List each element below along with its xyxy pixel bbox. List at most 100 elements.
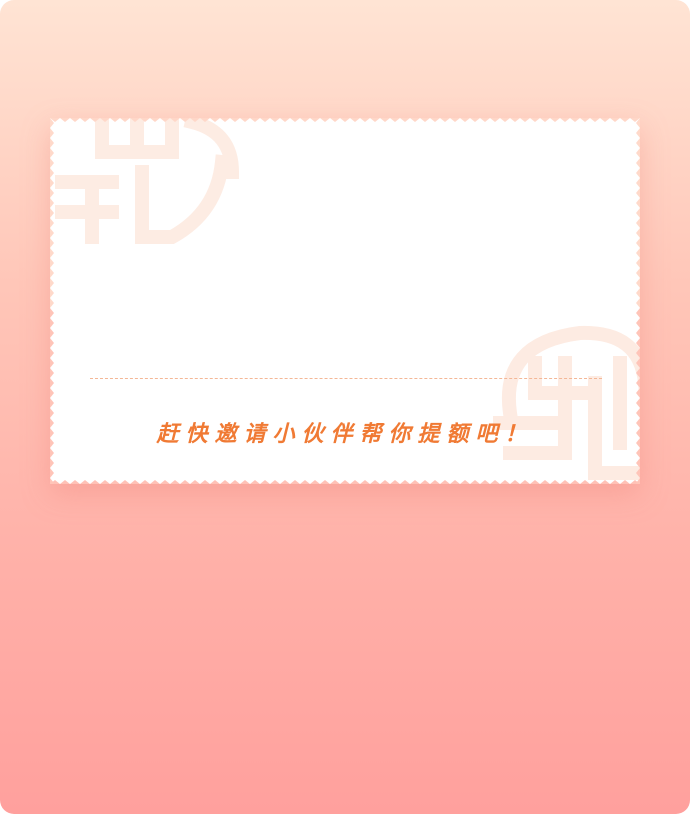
zigzag-tooth-left (50, 198, 54, 208)
zigzag-tooth-right (636, 168, 640, 178)
zigzag-tooth-bottom (280, 480, 290, 484)
zigzag-tooth-right (636, 148, 640, 158)
zigzag-tooth-top (360, 118, 370, 122)
zigzag-tooth-bottom (500, 480, 510, 484)
zigzag-tooth-bottom (550, 480, 560, 484)
zigzag-tooth-bottom (360, 480, 370, 484)
zigzag-tooth-left (50, 438, 54, 448)
zigzag-tooth-right (636, 368, 640, 378)
zigzag-tooth-bottom (310, 480, 320, 484)
zigzag-tooth-left (50, 418, 54, 428)
zigzag-tooth-right (636, 288, 640, 298)
zigzag-tooth-bottom (220, 480, 230, 484)
zigzag-tooth-bottom (370, 480, 380, 484)
zigzag-tooth-left (50, 308, 54, 318)
zigzag-tooth-left (50, 348, 54, 358)
zigzag-tooth-bottom (410, 480, 420, 484)
zigzag-tooth-bottom (140, 480, 150, 484)
zigzag-tooth-left (50, 358, 54, 368)
zigzag-tooth-top (540, 118, 550, 122)
zigzag-tooth-bottom (430, 480, 440, 484)
zigzag-tooth-bottom (90, 480, 100, 484)
zigzag-tooth-bottom (580, 480, 590, 484)
zigzag-tooth-top (600, 118, 610, 122)
zigzag-tooth-left (50, 148, 54, 158)
zigzag-tooth-left (50, 208, 54, 218)
zigzag-tooth-left (50, 238, 54, 248)
zigzag-tooth-right (636, 238, 640, 248)
zigzag-tooth-left (50, 298, 54, 308)
zigzag-tooth-top (210, 118, 220, 122)
zigzag-tooth-right (636, 268, 640, 278)
zigzag-tooth-top (160, 118, 170, 122)
zigzag-tooth-right (636, 138, 640, 148)
zigzag-tooth-top (150, 118, 160, 122)
zigzag-tooth-top (240, 118, 250, 122)
zigzag-tooth-bottom (180, 480, 190, 484)
zigzag-tooth-top (130, 118, 140, 122)
zigzag-tooth-bottom (60, 480, 70, 484)
zigzag-tooth-bottom (300, 480, 310, 484)
zigzag-tooth-bottom (260, 480, 270, 484)
invite-slogan: 赶快邀请小伙伴帮你提额吧！ (156, 422, 534, 447)
zigzag-tooth-top (180, 118, 190, 122)
zigzag-tooth-bottom (520, 480, 530, 484)
zigzag-tooth-left (50, 128, 54, 138)
zigzag-tooth-bottom (80, 480, 90, 484)
zigzag-tooth-top (490, 118, 500, 122)
zigzag-tooth-bottom (290, 480, 300, 484)
zigzag-tooth-top (520, 118, 530, 122)
zigzag-tooth-bottom (240, 480, 250, 484)
zigzag-tooth-left (50, 118, 54, 128)
zigzag-tooth-right (636, 428, 640, 438)
zigzag-tooth-top (310, 118, 320, 122)
zigzag-tooth-bottom (450, 480, 460, 484)
zigzag-tooth-top (370, 118, 380, 122)
zigzag-tooth-bottom (130, 480, 140, 484)
zigzag-tooth-left (50, 478, 54, 484)
zigzag-tooth-bottom (470, 480, 480, 484)
zigzag-tooth-left (50, 468, 54, 478)
zigzag-tooth-bottom (590, 480, 600, 484)
zigzag-tooth-top (140, 118, 150, 122)
zigzag-tooth-top (580, 118, 590, 122)
zigzag-tooth-top (550, 118, 560, 122)
zigzag-tooth-left (50, 158, 54, 168)
zigzag-tooth-top (320, 118, 330, 122)
zigzag-tooth-top (530, 118, 540, 122)
ticket-card-wrapper: 赶快邀请小伙伴帮你提额吧！ (50, 118, 640, 484)
zigzag-tooth-bottom (270, 480, 280, 484)
zigzag-tooth-right (636, 388, 640, 398)
zigzag-tooth-top (270, 118, 280, 122)
zigzag-tooth-top (250, 118, 260, 122)
zigzag-tooth-bottom (330, 480, 340, 484)
zigzag-tooth-bottom (100, 480, 110, 484)
zigzag-tooth-left (50, 168, 54, 178)
zigzag-tooth-bottom (250, 480, 260, 484)
zigzag-tooth-left (50, 428, 54, 438)
zigzag-tooth-bottom (600, 480, 610, 484)
zigzag-tooth-top (350, 118, 360, 122)
zigzag-tooth-bottom (510, 480, 520, 484)
zigzag-tooth-left (50, 448, 54, 458)
zigzag-tooth-top (340, 118, 350, 122)
zigzag-tooth-left (50, 278, 54, 288)
zigzag-tooth-bottom (390, 480, 400, 484)
zigzag-tooth-left (50, 328, 54, 338)
zigzag-tooth-left (50, 218, 54, 228)
zigzag-tooth-right (636, 378, 640, 388)
zigzag-tooth-bottom (350, 480, 360, 484)
zigzag-tooth-bottom (540, 480, 550, 484)
zigzag-tooth-right (636, 358, 640, 368)
zigzag-tooth-top (420, 118, 430, 122)
zigzag-tooth-bottom (230, 480, 240, 484)
ticket-divider (90, 378, 602, 379)
zigzag-tooth-bottom (610, 480, 620, 484)
zigzag-tooth-left (50, 258, 54, 268)
zigzag-tooth-bottom (420, 480, 430, 484)
zigzag-tooth-bottom (620, 480, 630, 484)
zigzag-tooth-right (636, 298, 640, 308)
zigzag-tooth-right (636, 338, 640, 348)
zigzag-tooth-right (636, 258, 640, 268)
zigzag-tooth-right (636, 478, 640, 484)
